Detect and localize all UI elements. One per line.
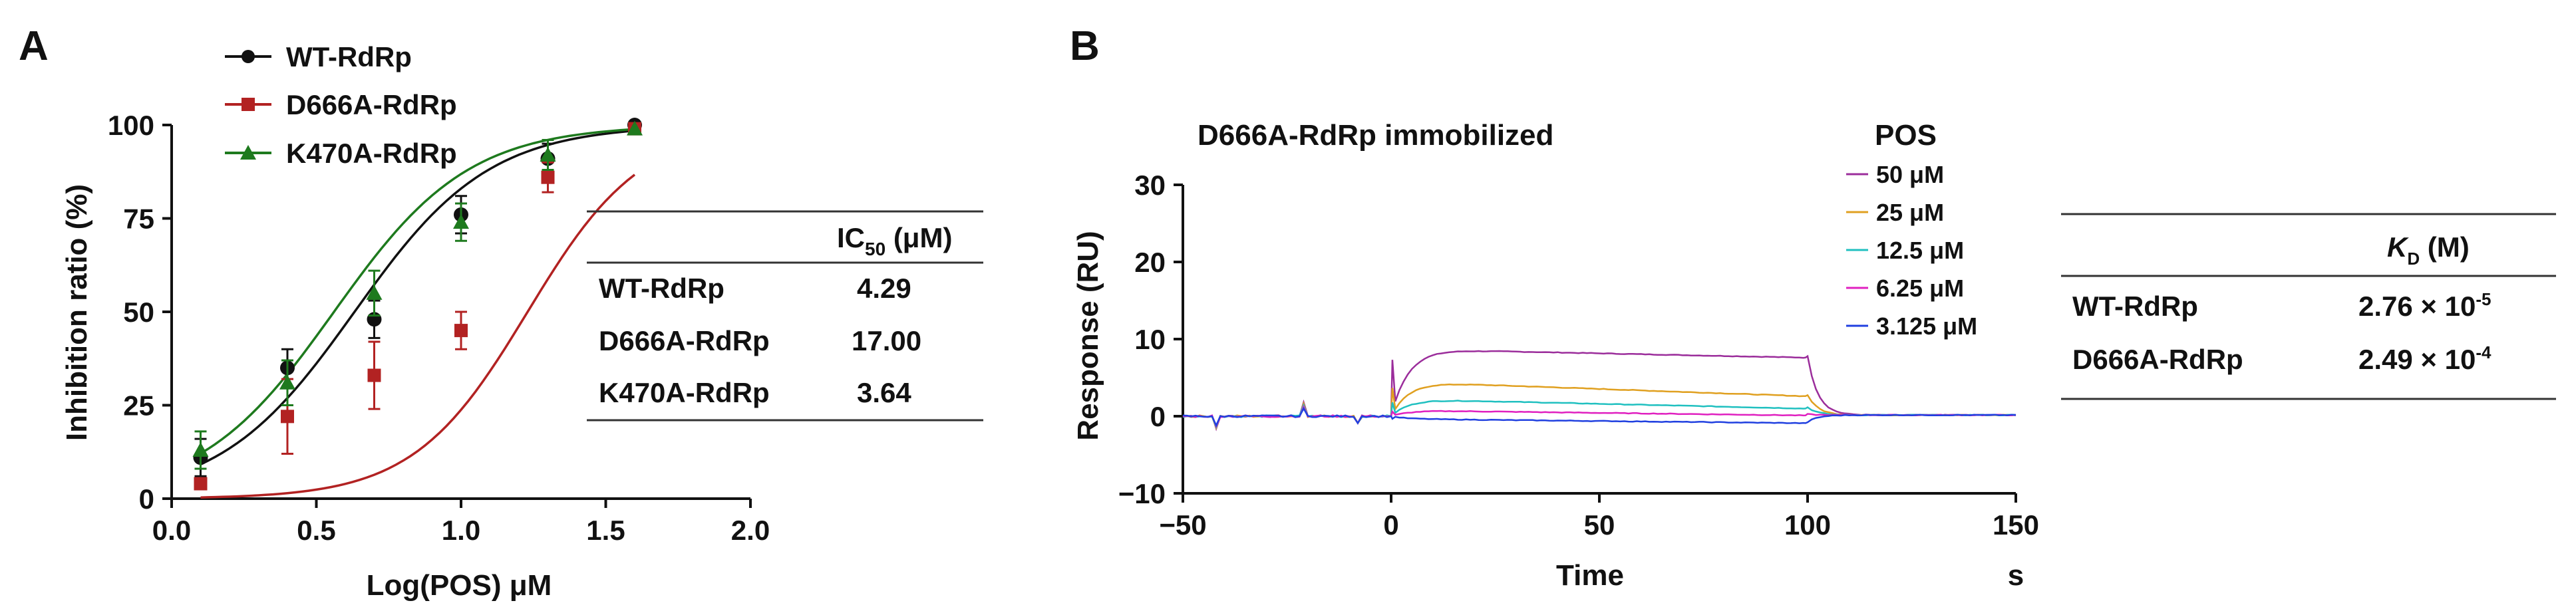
x-tick-label: −50: [1159, 509, 1206, 541]
y-tick-label: 0: [139, 483, 154, 515]
panel-a-y-label: Inhibition ratio (%): [61, 184, 93, 441]
table-row-name: K470A-RdRp: [599, 377, 770, 408]
ic50-header: IC50 (μM): [837, 222, 952, 259]
fit-curve-0: [200, 129, 635, 465]
x-tick-label: 1.5: [586, 515, 625, 546]
data-point: [194, 477, 208, 491]
legend-label-d666a: D666A-RdRp: [286, 89, 457, 120]
legend-item-wt: WT-RdRp: [225, 41, 412, 72]
x-tick-label: 1.0: [442, 515, 480, 546]
sensorgram-4: [1182, 406, 2016, 428]
panel-b-x-label: Time: [1556, 559, 1624, 592]
legend-label-wt: WT-RdRp: [286, 41, 412, 72]
legend-item-d666a: D666A-RdRp: [225, 89, 457, 120]
table-row-name: D666A-RdRp: [599, 325, 770, 356]
data-point: [454, 324, 468, 338]
data-point: [541, 170, 555, 184]
legend-title: POS: [1875, 119, 1937, 152]
table-row-value: 17.00: [852, 325, 921, 356]
legend-item-k470a: K470A-RdRp: [225, 138, 457, 169]
y-tick-label: −10: [1118, 478, 1166, 509]
panel-b-ticks: −50 0 50 100 150 −10 0 10 20 30: [1118, 170, 2039, 541]
panel-a-x-label: Log(POS) μM: [367, 569, 552, 602]
y-tick-label: 20: [1134, 247, 1166, 278]
table-row-value: 3.64: [857, 377, 911, 408]
panel-b-sensorgrams: [1182, 350, 2016, 431]
data-point: [453, 214, 469, 229]
data-point: [281, 410, 294, 424]
panel-b-title: D666A-RdRp immobilized: [1198, 119, 1553, 152]
y-tick-label: 50: [123, 297, 154, 328]
x-tick-label: 0: [1383, 509, 1398, 541]
data-point: [627, 120, 643, 136]
panel-b-y-label: Response (RU): [1072, 231, 1104, 440]
x-tick-label: 100: [1784, 509, 1831, 541]
data-point: [279, 374, 295, 390]
data-point: [367, 368, 381, 382]
x-tick-label: 0.5: [297, 515, 335, 546]
legend-label: 12.5 μM: [1876, 237, 1964, 264]
y-tick-label: 75: [123, 203, 154, 235]
y-tick-label: 30: [1134, 170, 1166, 201]
y-tick-label: 25: [123, 390, 154, 422]
y-tick-label: 0: [1150, 401, 1166, 432]
panel-b-label: B: [1070, 23, 1100, 69]
data-point: [540, 146, 556, 162]
legend-marker: [242, 50, 255, 63]
fit-curve-1: [200, 174, 636, 499]
table-row-name: D666A-RdRp: [2072, 344, 2243, 375]
panel-b-kd-table: KD (M) WT-RdRp 2.76 × 10-5 D666A-RdRp 2.…: [2061, 213, 2556, 400]
x-tick-label: 50: [1584, 509, 1615, 541]
x-tick-label: 2.0: [731, 515, 770, 546]
panel-a-ic50-table: IC50 (μM) WT-RdRp 4.29 D666A-RdRp 17.00 …: [587, 210, 983, 422]
x-tick-label: 150: [1993, 509, 2039, 541]
table-row-value: 2.49 × 10-4: [2358, 342, 2492, 375]
panel-a-legend: WT-RdRp D666A-RdRp K470A-RdRp: [225, 41, 457, 169]
y-tick-label: 100: [108, 110, 154, 141]
legend-label: 3.125 μM: [1876, 312, 1977, 340]
legend-label-k470a: K470A-RdRp: [286, 138, 457, 169]
panel-b: B D666A-RdRp immobilized −50 0 50 100 150−10…: [1070, 23, 2556, 592]
y-tick-label: 10: [1134, 324, 1166, 355]
data-point: [192, 441, 209, 457]
legend-marker: [240, 145, 256, 160]
x-tick-label: 0.0: [152, 515, 191, 546]
panel-b-x-unit: s: [2008, 559, 2024, 592]
table-row-name: WT-RdRp: [2072, 291, 2198, 322]
legend-label: 6.25 μM: [1876, 275, 1964, 302]
panel-a-label: A: [19, 23, 49, 69]
table-row-value: 2.76 × 10-5: [2358, 289, 2491, 322]
panel-a-fit-curves: [200, 128, 636, 499]
panel-b-legend: POS 50 μM 25 μM 12.5 μM 6.25 μM 3.125 μM: [1846, 119, 1977, 340]
table-row-name: WT-RdRp: [599, 273, 724, 304]
fit-curve-2: [200, 128, 635, 455]
kd-header: KD (M): [2387, 231, 2470, 269]
legend-label: 50 μM: [1876, 161, 1944, 188]
legend-label: 25 μM: [1876, 199, 1944, 226]
panel-a-ticks: 0.0 0.5 1.0 1.5 2.0 0 25 50 75 100: [108, 110, 770, 546]
panel-a-data-points: [192, 118, 643, 491]
data-point: [366, 285, 383, 300]
table-row-value: 4.29: [857, 273, 911, 304]
legend-marker: [242, 98, 255, 111]
